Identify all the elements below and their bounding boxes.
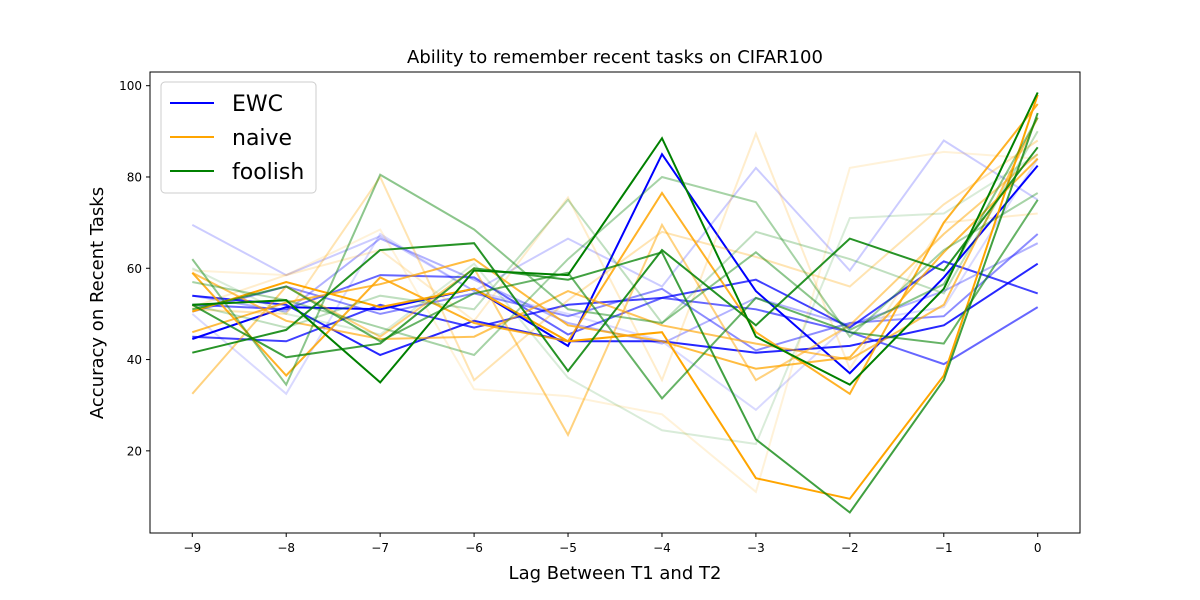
y-axis-ticks: 20 40 60 80 100 [119, 79, 150, 458]
x-tick-label: −9 [183, 541, 201, 555]
x-tick-label: −4 [653, 541, 671, 555]
series-line-ewc-1 [191, 139, 1039, 293]
x-tick-label: −8 [277, 541, 295, 555]
series-line-naive-15 [191, 103, 1039, 396]
y-tick-label: 80 [127, 170, 142, 184]
legend-box [160, 81, 317, 194]
series-line-naive-12 [191, 153, 1039, 438]
y-tick-label: 100 [119, 79, 142, 93]
legend-label-ewc: EWC [232, 92, 283, 117]
series-line-foolish-18 [192, 130, 1039, 329]
plot-frame [149, 71, 1081, 534]
series-line-ewc-8 [191, 152, 1039, 375]
x-axis-label: Lag Between T1 and T2 [509, 563, 722, 584]
series-line-naive-13 [191, 117, 1039, 361]
y-tick-label: 40 [127, 353, 142, 367]
x-tick-label: −1 [935, 541, 953, 555]
series-line-naive-9 [192, 150, 1038, 494]
legend: EWC naive foolish [160, 81, 317, 194]
x-tick-label: 0 [1034, 541, 1042, 555]
series-line-foolish-22 [191, 112, 1039, 514]
series-line-foolish-20 [191, 117, 1039, 387]
x-tick-label: −3 [747, 541, 765, 555]
series-line-foolish-24 [192, 92, 1039, 386]
legend-label-naive: naive [232, 126, 292, 151]
series-line-naive-14 [191, 157, 1039, 370]
y-tick-label: 60 [127, 262, 142, 276]
y-tick-label: 20 [127, 444, 142, 458]
plot-lines [191, 92, 1039, 514]
x-tick-label: −2 [841, 541, 859, 555]
series-line-ewc-6 [192, 260, 1039, 343]
series-line-ewc-5 [192, 274, 1039, 366]
chart-title: Ability to remember recent tasks on CIFA… [407, 47, 823, 68]
x-tick-label: −5 [559, 541, 577, 555]
x-tick-label: −7 [371, 541, 389, 555]
x-axis-ticks: −9 −8 −7 −6 −5 −4 −3 −2 −1 0 [183, 533, 1042, 555]
x-tick-label: −6 [465, 541, 483, 555]
series-line-ewc-4 [192, 233, 1039, 352]
series-line-foolish-23 [192, 146, 1039, 373]
legend-label-foolish: foolish [232, 160, 304, 185]
y-axis-label: Accuracy on Recent Tasks [87, 187, 108, 419]
series-line-naive-10 [191, 130, 1038, 383]
series-line-foolish-17 [191, 153, 1039, 446]
